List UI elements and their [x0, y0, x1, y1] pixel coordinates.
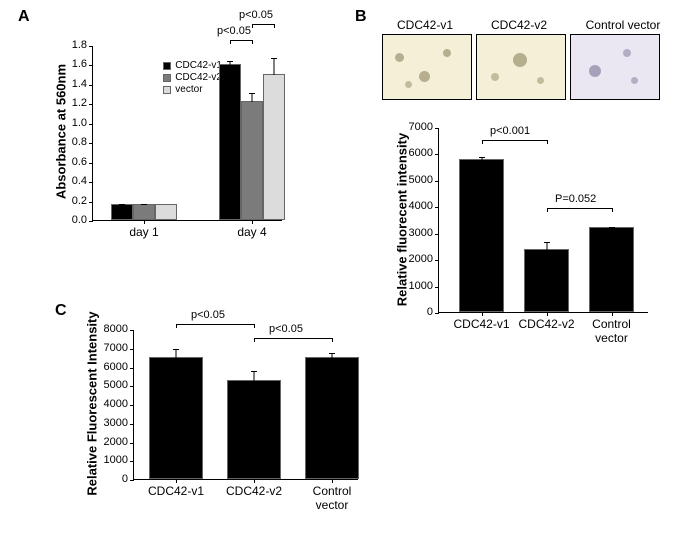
bar	[524, 249, 569, 312]
x-tick-label: Controlvector	[296, 484, 368, 512]
y-tick-label: 1000	[409, 280, 433, 292]
panel-b-chart: Relative fluorecent intensity 0100020003…	[438, 128, 648, 313]
y-tick-label: 2000	[104, 436, 128, 448]
micro-label-1: CDC42-v1	[380, 18, 470, 32]
legend-label: CDC42-v1	[175, 60, 222, 71]
bar	[459, 159, 504, 312]
micro-label-2: CDC42-v2	[474, 18, 564, 32]
y-tick-label: 1.6	[72, 58, 87, 70]
x-tick-label: CDC42-v1	[140, 484, 212, 498]
y-tick-label: 1000	[104, 454, 128, 466]
pvalue-label: p<0.05	[217, 25, 251, 37]
panel-c-ytitle: Relative Fluorescent Intensity	[85, 304, 100, 504]
panel-a-chart: Absorbance at 560nm 0.00.20.40.60.81.01.…	[92, 46, 282, 221]
y-tick-label: 6000	[409, 147, 433, 159]
x-tick-label: CDC42-v1	[448, 317, 516, 331]
panel-c-chart: Relative Fluorescent Intensity 010002000…	[133, 330, 358, 480]
y-tick-label: 4000	[104, 398, 128, 410]
micro-box-2	[476, 34, 566, 100]
legend-label: vector	[175, 84, 202, 95]
bar	[149, 357, 203, 479]
legend-swatch	[163, 86, 171, 94]
y-tick-label: 3000	[104, 417, 128, 429]
legend-swatch	[163, 74, 171, 82]
micro-box-3	[570, 34, 660, 100]
legend-label: CDC42-v2	[175, 72, 222, 83]
pvalue-label: p<0.05	[239, 9, 273, 21]
pvalue-label: p<0.001	[490, 125, 530, 137]
pvalue-label: p<0.05	[269, 323, 303, 335]
legend-swatch	[163, 62, 171, 70]
y-tick-label: 3000	[409, 227, 433, 239]
y-tick-label: 7000	[409, 121, 433, 133]
panel-a-ytitle: Absorbance at 560nm	[54, 47, 69, 217]
y-tick-label: 2000	[409, 253, 433, 265]
x-tick-label: day 1	[114, 225, 174, 239]
bar	[227, 380, 281, 479]
panel-b-ytitle: Relative fluorecent intensity	[395, 125, 410, 315]
pvalue-label: p<0.05	[191, 309, 225, 321]
micro-label-3: Control vector	[568, 18, 678, 32]
x-tick-label: CDC42-v2	[513, 317, 581, 331]
y-tick-label: 6000	[104, 361, 128, 373]
y-tick-label: 0.6	[72, 156, 87, 168]
y-tick-label: 0	[427, 306, 433, 318]
y-tick-label: 7000	[104, 342, 128, 354]
panel-a-label: A	[18, 8, 30, 26]
y-tick-label: 4000	[409, 200, 433, 212]
bar	[241, 101, 263, 220]
y-tick-label: 0.0	[72, 214, 87, 226]
bar	[155, 204, 177, 220]
y-tick-label: 0.8	[72, 136, 87, 148]
bar	[589, 227, 634, 312]
bar	[133, 204, 155, 220]
y-tick-label: 1.8	[72, 39, 87, 51]
y-tick-label: 1.0	[72, 117, 87, 129]
bar	[111, 204, 133, 220]
panel-c-label: C	[55, 302, 67, 320]
y-tick-label: 0.4	[72, 175, 87, 187]
y-tick-label: 0.2	[72, 195, 87, 207]
bar	[305, 357, 359, 479]
y-tick-label: 5000	[409, 174, 433, 186]
panel-b-label: B	[355, 8, 367, 26]
bar	[263, 74, 285, 220]
pvalue-label: P=0.052	[555, 193, 596, 205]
y-tick-label: 1.4	[72, 78, 87, 90]
micro-box-1	[382, 34, 472, 100]
x-tick-label: Controlvector	[578, 317, 646, 345]
x-tick-label: CDC42-v2	[218, 484, 290, 498]
bar	[219, 64, 241, 220]
x-tick-label: day 4	[222, 225, 282, 239]
y-tick-label: 8000	[104, 323, 128, 335]
y-tick-label: 1.2	[72, 97, 87, 109]
y-tick-label: 0	[122, 473, 128, 485]
y-tick-label: 5000	[104, 379, 128, 391]
